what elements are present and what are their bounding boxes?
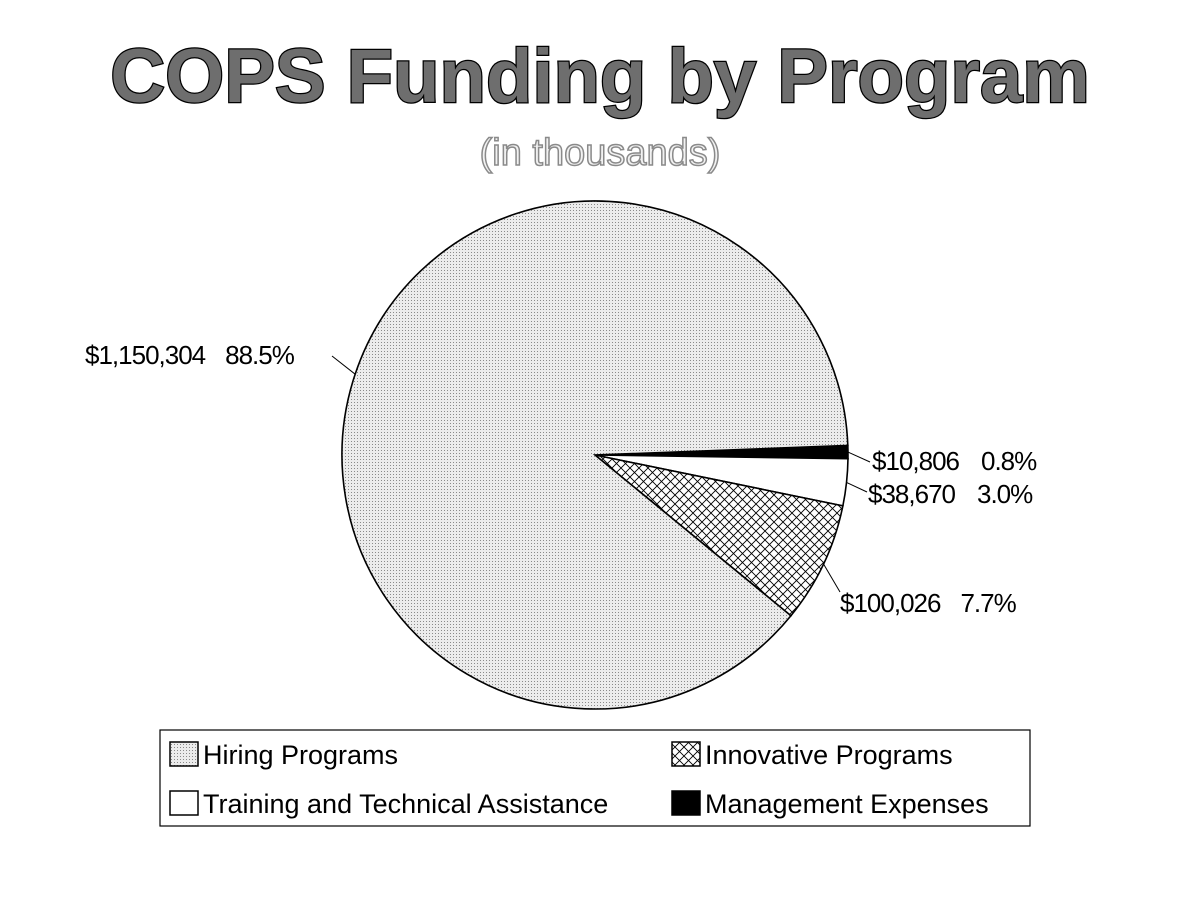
- slice-hiring-percent-label: 88.5%: [225, 340, 295, 370]
- slice-hiring-leader-line: [331, 355, 356, 375]
- slice-training-leader-line: [846, 481, 868, 493]
- chart-title: COPS Funding by Program: [110, 34, 1090, 119]
- slice-hiring-data-label: $1,150,304 88.5%: [85, 340, 295, 370]
- legend-swatch-hiring: [169, 741, 199, 767]
- legend-label-training: Training and Technical Assistance: [203, 789, 608, 819]
- slice-management-leader-line: [847, 451, 871, 463]
- pie-slices: [341, 200, 849, 710]
- legend-swatch-management: [671, 790, 701, 816]
- legend-box: [159, 729, 1031, 827]
- slice-training-data-label: $38,670 3.0%: [868, 479, 1033, 509]
- slice-management-percent-label: 0.8%: [981, 446, 1037, 476]
- slice-management-data-label: $10,806 0.8%: [872, 446, 1037, 476]
- legend: Hiring Programs Innovative Programs Trai…: [159, 729, 1031, 827]
- slice-innovative-leader-line: [823, 563, 841, 593]
- slice-management-value-label: $10,806: [872, 446, 960, 476]
- legend-label-hiring: Hiring Programs: [203, 740, 398, 770]
- slice-hiring: [341, 200, 849, 710]
- legend-swatch-innovative: [671, 741, 701, 767]
- legend-swatch-training: [169, 790, 199, 816]
- slice-hiring-value-label: $1,150,304: [85, 340, 206, 370]
- slice-innovative-value-label: $100,026: [840, 588, 941, 618]
- legend-label-management: Management Expenses: [705, 789, 989, 819]
- legend-label-innovative: Innovative Programs: [705, 740, 953, 770]
- slice-training-value-label: $38,670: [868, 479, 956, 509]
- slice-training-percent-label: 3.0%: [977, 479, 1033, 509]
- slice-innovative-percent-label: 7.7%: [960, 588, 1016, 618]
- slice-labels: $10,806 0.8% $38,670 3.0% $100,026 7.7% $1,150…: [85, 340, 1038, 618]
- chart-subtitle: (in thousands): [480, 132, 721, 174]
- slice-innovative-data-label: $100,026 7.7%: [840, 588, 1017, 618]
